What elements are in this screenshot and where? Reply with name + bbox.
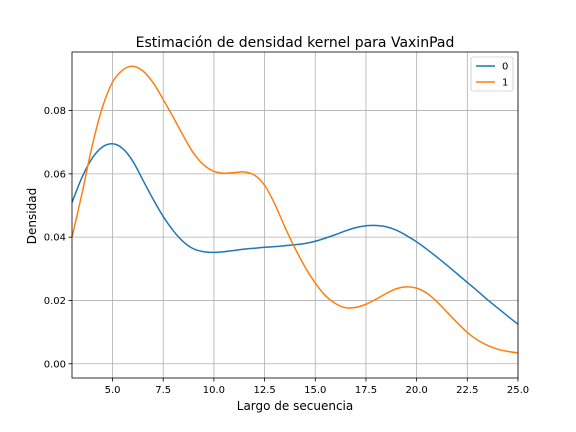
- y-tick-label: 0.00: [44, 359, 66, 370]
- y-tick-label: 0.04: [44, 233, 66, 244]
- x-tick-label: 15.0: [304, 385, 326, 396]
- x-tick-label: 17.5: [355, 385, 377, 396]
- x-axis-label: Largo de secuencia: [237, 399, 353, 413]
- legend-label-1: 1: [502, 78, 508, 89]
- x-tick-label: 7.5: [155, 385, 171, 396]
- chart-title: Estimación de densidad kernel para Vaxin…: [136, 35, 455, 51]
- series-line-0: [71, 143, 519, 325]
- y-tick-label: 0.06: [44, 169, 66, 180]
- series-line-1: [71, 65, 519, 354]
- legend-label-0: 0: [502, 62, 508, 73]
- legend: 01: [470, 56, 514, 92]
- plot-frame: [71, 51, 519, 379]
- y-tick-label: 0.08: [44, 106, 66, 117]
- x-tick-label: 12.5: [253, 385, 275, 396]
- x-tick-label: 20.0: [406, 385, 428, 396]
- axis-ticks: 5.0 7.5 10.0 12.5 15.0 17.5 20.0 22.5 25.0 0.00 0.…: [44, 106, 529, 396]
- x-tick-label: 25.0: [507, 385, 529, 396]
- y-axis-label: Densidad: [25, 188, 39, 244]
- x-tick-label: 10.0: [203, 385, 225, 396]
- x-tick-label: 5.0: [105, 385, 121, 396]
- series-lines: [71, 65, 519, 354]
- y-tick-label: 0.02: [44, 296, 66, 307]
- x-tick-label: 22.5: [456, 385, 478, 396]
